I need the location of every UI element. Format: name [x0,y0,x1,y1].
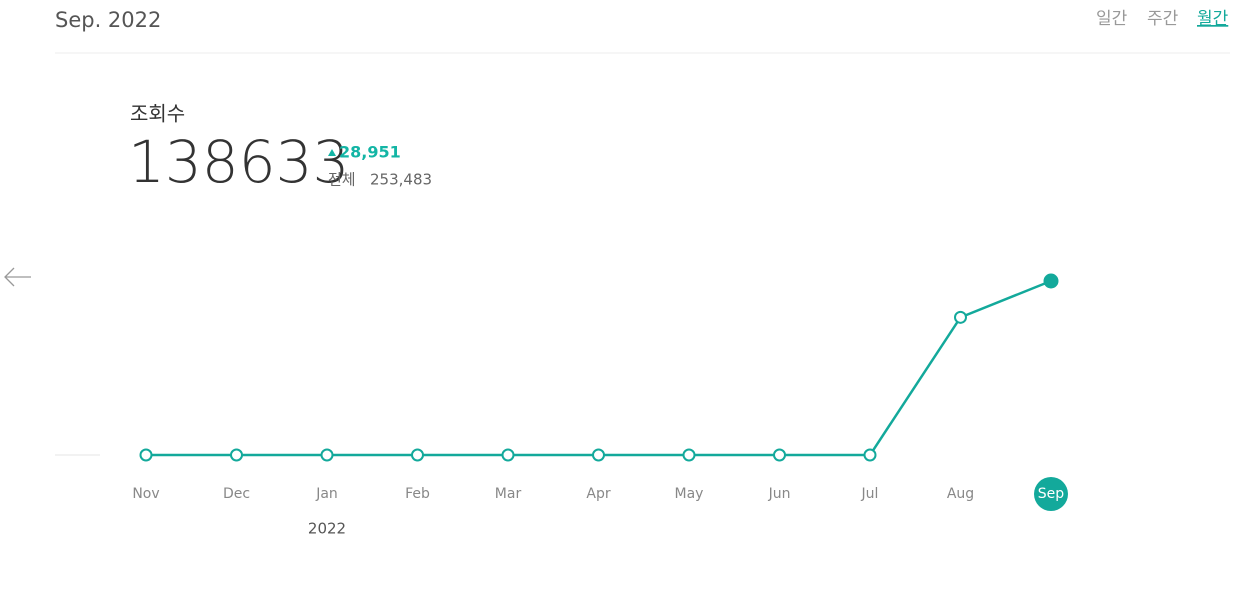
year-label: 2022 [308,520,346,538]
x-tick-label[interactable]: Feb [405,486,430,502]
x-tick-label[interactable]: Dec [223,486,250,502]
x-tick-label[interactable]: Jan [315,486,338,502]
page-title: Sep. 2022 [55,8,161,32]
x-tick-label[interactable]: May [675,486,704,502]
point [682,448,696,462]
x-tick-label[interactable]: Mar [495,486,522,502]
prev-arrow[interactable] [4,267,31,287]
x-tick-label[interactable]: Aug [947,486,974,502]
x-tick-label[interactable]: Jul [861,486,879,502]
total-value: 253,483 [370,171,432,189]
tab[interactable]: 주간 [1147,9,1179,29]
point [773,448,786,462]
x-tick-label[interactable]: Sep [1038,486,1065,502]
metric-value: 138633 [128,128,349,196]
point [863,448,877,462]
metric-change: 28,951 [339,143,401,162]
x-tick-label[interactable]: Nov [132,486,159,502]
point [139,448,153,462]
tab[interactable]: 일간 [1096,9,1128,29]
up-icon [328,149,336,156]
chart: Nov Dec Jan 2022 Feb Mar Apr May Jun Jul Aug Sep [132,273,1068,538]
line [146,279,1052,457]
point [320,448,334,462]
point [954,310,967,324]
point [1043,273,1059,289]
arrow-icon[interactable] [4,267,31,287]
point [411,448,424,462]
point [501,448,515,462]
tab[interactable]: 월간 [1197,9,1229,29]
metric-label: 조회수 [130,102,185,126]
point [592,448,605,462]
selected-marker-bg [1034,477,1068,511]
tabs: 일간 주간 월간 [1096,9,1229,29]
point [230,448,243,462]
total-label: 전체 [328,171,356,189]
x-tick-label[interactable]: Jun [768,486,791,502]
x-tick-label[interactable]: Apr [586,486,610,502]
